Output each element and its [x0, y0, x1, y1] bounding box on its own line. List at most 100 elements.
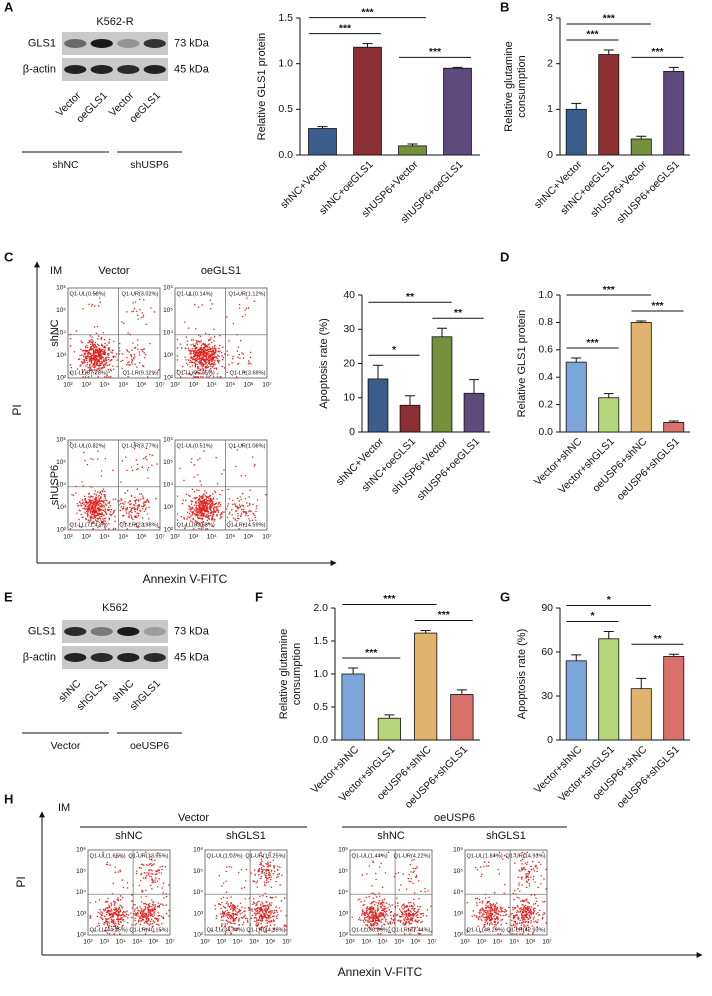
bar [431, 336, 453, 433]
x-tick-label: Vector+shGLS1 [556, 743, 617, 804]
bar [398, 145, 427, 156]
x-tick-label: 10⁶ [244, 534, 254, 541]
significance-label: *** [586, 337, 599, 349]
y-tick-label: 10⁴ [338, 889, 348, 896]
error-bar [571, 654, 582, 661]
corner-label: IM [50, 265, 62, 277]
y-tick-label: 10³ [57, 504, 67, 511]
bar [630, 688, 652, 741]
significance-label: *** [651, 300, 664, 312]
y-tick-label: 10² [339, 932, 349, 939]
quadrant-label: Q1-LL(44.25%) [90, 927, 128, 933]
bar [377, 717, 402, 741]
bar [399, 404, 421, 433]
quadrant-label: Q1-LR(40.15%) [129, 927, 168, 933]
event-dots [466, 851, 547, 935]
significance-label: ** [653, 633, 662, 645]
x-tick-label: 10² [460, 939, 470, 946]
blot-band [117, 627, 140, 636]
x-tick-label: Vector+shGLS1 [556, 435, 617, 496]
y-tick-label: 10² [194, 932, 204, 939]
bar [663, 71, 685, 156]
y-tick-label: 60 [541, 646, 553, 658]
x-tick-label: 10⁷ [262, 534, 272, 541]
y-tick-label: 10⁴ [163, 330, 173, 337]
y-tick-label: 10⁶ [56, 285, 66, 292]
bar [308, 128, 337, 156]
x-tick-label: 10² [83, 939, 93, 946]
blot-band [143, 653, 166, 662]
x-tick-label: 10³ [477, 939, 487, 946]
significance-label: *** [651, 46, 664, 58]
quadrant-label: Q1-UR(13.95%) [128, 853, 168, 859]
y-tick-label: 10⁴ [193, 889, 203, 896]
quadrant-label: Q1-LR(42.93%) [506, 927, 545, 933]
bar [598, 638, 620, 741]
y-tick-label: 10³ [77, 910, 87, 917]
x-tick-label: 10⁴ [207, 534, 217, 541]
x-tick-label: 10³ [189, 382, 199, 389]
quadrant-label: Q1-UL(0.82%) [70, 443, 106, 449]
blot-title: K562-R [96, 16, 133, 28]
y-tick-label: 10⁴ [453, 889, 463, 896]
x-axis-label: Annexin V-FITC [338, 965, 423, 979]
plot-frame [67, 287, 161, 379]
significance-label: *** [586, 29, 599, 41]
x-tick-label: 10⁷ [262, 382, 272, 389]
blot-band [90, 39, 113, 48]
y-axis-label: Apoptosis rate (%) [318, 318, 330, 408]
error-bar [571, 102, 582, 110]
corner-label: IM [58, 802, 70, 814]
error-bar [668, 420, 679, 423]
x-tick-label: 10⁶ [266, 939, 276, 946]
quadrant-label: Q1-UL(1.03%) [207, 853, 243, 859]
y-tick-label: 0.2 [538, 398, 553, 410]
y-tick-label: 0.5 [278, 103, 293, 115]
blot-band [117, 653, 140, 662]
y-axis-label: Relative glutamine [503, 41, 515, 132]
group-label: Vector [178, 812, 210, 824]
x-tick-label: shUSP6+oeGLS1 [615, 158, 682, 225]
blot-band [90, 653, 113, 662]
error-bar [373, 364, 383, 379]
x-tick-label: shUSP6+Vector [588, 158, 649, 219]
x-tick-label: 10⁴ [116, 939, 126, 946]
x-tick-label: 10⁶ [411, 939, 421, 946]
error-bar [362, 43, 373, 48]
size-label: 45 kDa [174, 63, 210, 75]
x-tick-label: 10⁵ [225, 534, 235, 541]
size-label: 73 kDa [174, 37, 210, 49]
quadrant-label: Q1-LL(83.83%) [177, 522, 215, 528]
blot-title: K562 [102, 602, 128, 614]
column-label: Vector [98, 265, 130, 277]
bar [443, 67, 472, 156]
x-tick-label: 10⁴ [207, 382, 217, 389]
x-tick-label: 10³ [82, 534, 92, 541]
blot-band [90, 65, 113, 74]
bar [630, 138, 652, 156]
row-label: shNC [49, 319, 61, 347]
y-tick-label: 0 [547, 734, 553, 746]
y-tick-label: 0.5 [313, 701, 328, 713]
y-tick-label: 10⁵ [338, 868, 348, 875]
x-tick-label: 10⁶ [526, 939, 536, 946]
quadrant-label: Q1-UR(1.06%) [229, 443, 266, 449]
event-dots [89, 851, 170, 935]
plot-frame [87, 849, 171, 936]
blot-strip [62, 620, 168, 643]
quadrant-label: Q1-LR(14.59%) [226, 522, 265, 528]
significance-label: *** [429, 46, 442, 58]
bar [598, 54, 620, 156]
x-tick-label: 10³ [217, 939, 227, 946]
x-tick-label: oeUSP6+shGLS1 [615, 435, 682, 502]
quadrant-label: Q1-UR(19.25%) [245, 853, 285, 859]
quadrant-label: Q1-LL(95.05%) [177, 370, 215, 376]
group-label: oeUSP6 [434, 812, 475, 824]
y-axis-label: Relative glutamine [278, 629, 290, 720]
significance-label: *** [361, 6, 374, 18]
y-tick-label: 30 [541, 690, 553, 702]
bar [598, 397, 620, 433]
x-tick-label: 10⁷ [155, 382, 165, 389]
y-axis-label: Relative GLS1 protein [516, 310, 528, 418]
x-tick-label: 10⁵ [225, 382, 235, 389]
